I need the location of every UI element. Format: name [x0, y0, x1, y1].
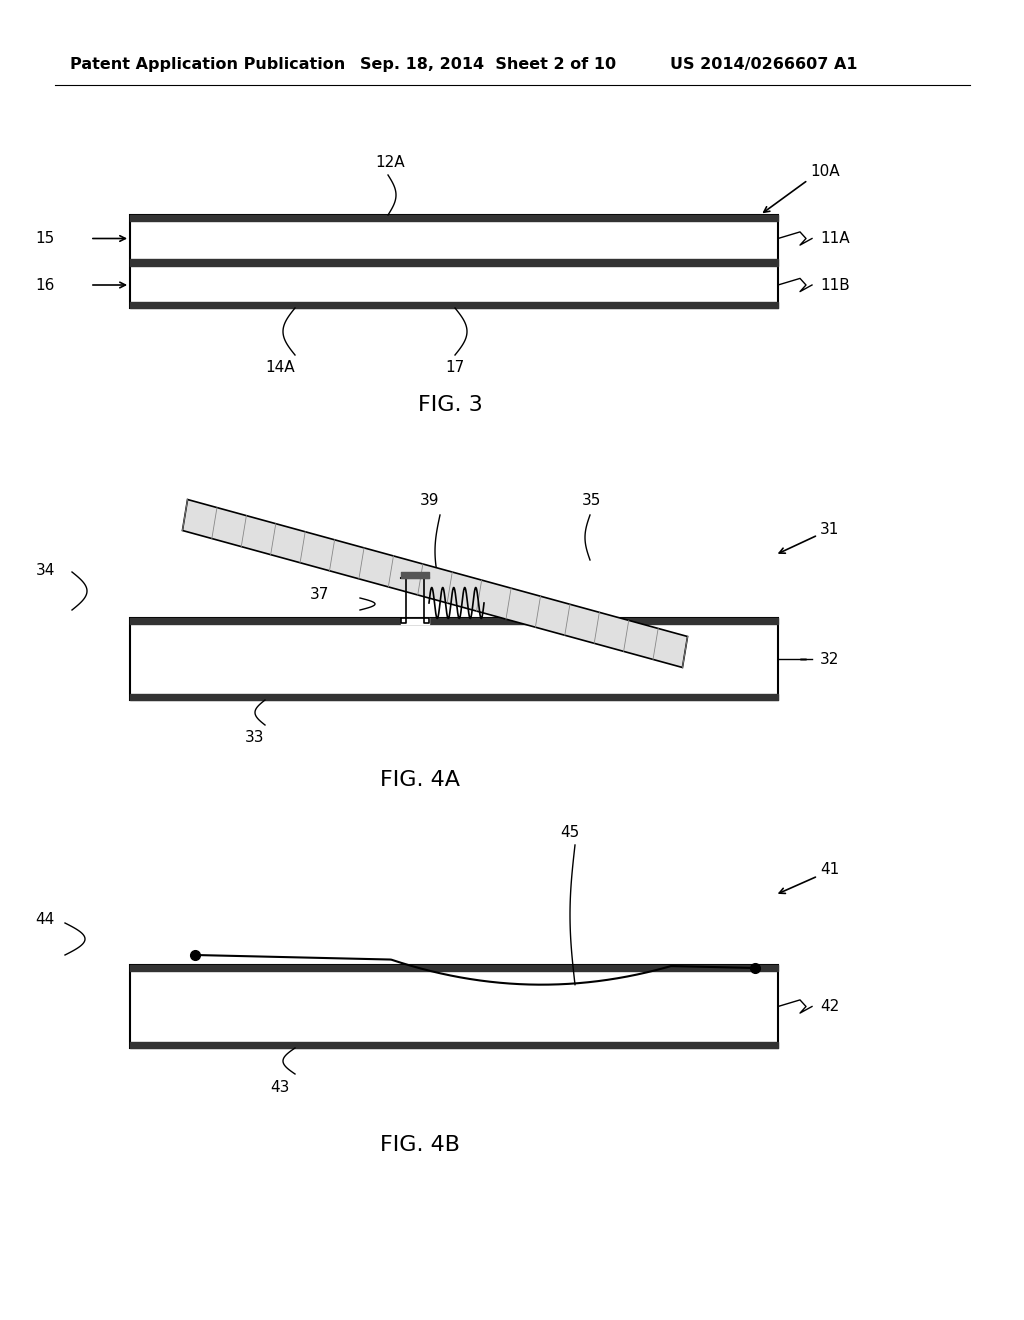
Text: 43: 43	[270, 1080, 290, 1096]
Text: Patent Application Publication: Patent Application Publication	[70, 58, 345, 73]
Text: Sep. 18, 2014  Sheet 2 of 10: Sep. 18, 2014 Sheet 2 of 10	[360, 58, 616, 73]
Text: 17: 17	[445, 360, 465, 375]
Text: 39: 39	[420, 492, 439, 508]
Text: 11A: 11A	[820, 231, 850, 246]
Text: 10A: 10A	[810, 165, 840, 180]
Text: 12A: 12A	[375, 154, 404, 170]
Text: 37: 37	[310, 587, 330, 602]
Text: 33: 33	[246, 730, 265, 744]
Text: FIG. 3: FIG. 3	[418, 395, 482, 414]
Text: FIG. 4A: FIG. 4A	[380, 770, 460, 789]
Text: 35: 35	[582, 492, 601, 508]
Text: 45: 45	[560, 825, 580, 840]
Text: 14A: 14A	[265, 360, 295, 375]
FancyBboxPatch shape	[130, 965, 778, 1048]
Text: 16: 16	[36, 277, 55, 293]
Text: 32: 32	[820, 652, 840, 667]
Text: 15: 15	[36, 231, 55, 246]
FancyBboxPatch shape	[130, 618, 778, 700]
Text: 44: 44	[36, 912, 55, 928]
Text: 41: 41	[820, 862, 840, 878]
Text: FIG. 4B: FIG. 4B	[380, 1135, 460, 1155]
FancyBboxPatch shape	[130, 215, 778, 308]
Text: 42: 42	[820, 999, 840, 1014]
Text: 31: 31	[820, 523, 840, 537]
Text: 11B: 11B	[820, 277, 850, 293]
Text: US 2014/0266607 A1: US 2014/0266607 A1	[670, 58, 857, 73]
Polygon shape	[182, 499, 687, 668]
Text: 34: 34	[36, 562, 55, 578]
